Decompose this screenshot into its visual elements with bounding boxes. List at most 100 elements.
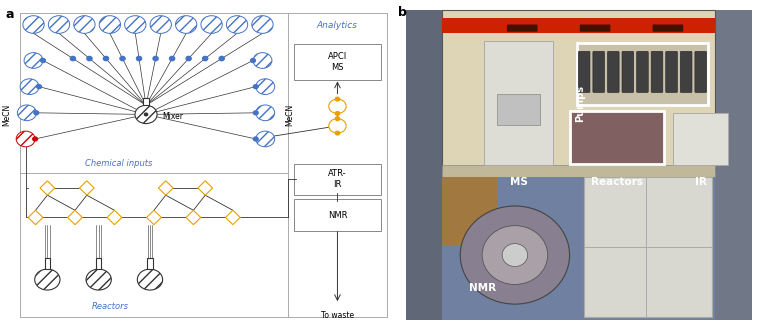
- Circle shape: [460, 206, 569, 304]
- Circle shape: [24, 53, 43, 68]
- FancyBboxPatch shape: [607, 51, 619, 93]
- Circle shape: [256, 79, 275, 95]
- Polygon shape: [45, 258, 50, 269]
- Circle shape: [201, 16, 222, 33]
- Circle shape: [252, 16, 273, 33]
- FancyBboxPatch shape: [637, 51, 648, 93]
- Circle shape: [74, 16, 95, 33]
- Circle shape: [186, 56, 191, 60]
- Polygon shape: [225, 210, 241, 225]
- Text: NMR: NMR: [328, 211, 347, 219]
- FancyBboxPatch shape: [405, 10, 442, 320]
- Text: Analytics: Analytics: [317, 21, 358, 30]
- FancyBboxPatch shape: [442, 10, 715, 170]
- Circle shape: [86, 269, 112, 290]
- Circle shape: [33, 137, 37, 141]
- Text: To waste: To waste: [321, 311, 354, 320]
- FancyBboxPatch shape: [695, 51, 707, 93]
- Polygon shape: [107, 210, 122, 225]
- FancyBboxPatch shape: [578, 51, 590, 93]
- Circle shape: [87, 56, 92, 60]
- Circle shape: [103, 56, 109, 60]
- Circle shape: [34, 111, 39, 115]
- FancyBboxPatch shape: [442, 18, 715, 33]
- Text: MeCN: MeCN: [2, 103, 11, 126]
- Circle shape: [254, 111, 258, 115]
- Circle shape: [41, 59, 46, 62]
- Circle shape: [256, 105, 275, 121]
- Polygon shape: [40, 181, 55, 195]
- Circle shape: [71, 56, 75, 60]
- Circle shape: [36, 85, 42, 89]
- Circle shape: [49, 16, 70, 33]
- Polygon shape: [80, 181, 94, 195]
- Text: Pumps: Pumps: [575, 84, 585, 122]
- Text: NMR: NMR: [468, 283, 496, 293]
- Text: IR: IR: [694, 177, 707, 187]
- Polygon shape: [28, 210, 43, 225]
- Polygon shape: [68, 210, 83, 225]
- Circle shape: [124, 16, 146, 33]
- Circle shape: [175, 16, 197, 33]
- FancyBboxPatch shape: [580, 25, 610, 32]
- FancyBboxPatch shape: [569, 111, 664, 164]
- FancyBboxPatch shape: [577, 43, 708, 105]
- Circle shape: [203, 56, 208, 60]
- Text: b: b: [398, 6, 407, 19]
- FancyBboxPatch shape: [288, 13, 387, 317]
- Circle shape: [219, 56, 224, 60]
- Circle shape: [144, 113, 147, 116]
- Circle shape: [253, 53, 272, 68]
- Circle shape: [137, 56, 142, 60]
- Polygon shape: [159, 181, 173, 195]
- Polygon shape: [186, 210, 201, 225]
- Polygon shape: [96, 258, 102, 269]
- Circle shape: [20, 79, 39, 95]
- FancyBboxPatch shape: [715, 10, 751, 320]
- Circle shape: [250, 59, 255, 62]
- Text: Reactors: Reactors: [92, 301, 129, 311]
- Circle shape: [16, 131, 35, 147]
- Circle shape: [335, 117, 339, 120]
- Circle shape: [17, 105, 36, 121]
- Circle shape: [137, 269, 162, 290]
- Circle shape: [256, 131, 275, 147]
- Circle shape: [35, 269, 60, 290]
- Text: MeCN: MeCN: [285, 103, 294, 126]
- Circle shape: [502, 244, 528, 267]
- FancyBboxPatch shape: [294, 44, 381, 80]
- FancyBboxPatch shape: [651, 51, 663, 93]
- FancyBboxPatch shape: [584, 177, 712, 317]
- Text: a: a: [6, 8, 14, 21]
- Circle shape: [135, 105, 157, 124]
- Circle shape: [329, 119, 346, 133]
- Text: Mixer: Mixer: [162, 112, 184, 121]
- FancyBboxPatch shape: [680, 51, 692, 93]
- Circle shape: [254, 137, 258, 141]
- Circle shape: [99, 16, 121, 33]
- FancyBboxPatch shape: [442, 165, 715, 177]
- Text: MS: MS: [509, 177, 528, 187]
- FancyBboxPatch shape: [294, 199, 381, 231]
- FancyBboxPatch shape: [294, 164, 381, 195]
- FancyBboxPatch shape: [405, 10, 751, 320]
- FancyBboxPatch shape: [442, 177, 496, 245]
- Polygon shape: [147, 258, 153, 269]
- Text: Chemical inputs: Chemical inputs: [85, 159, 152, 168]
- Circle shape: [23, 16, 44, 33]
- FancyBboxPatch shape: [653, 25, 683, 32]
- Circle shape: [482, 226, 548, 284]
- FancyBboxPatch shape: [507, 25, 537, 32]
- FancyBboxPatch shape: [442, 177, 715, 320]
- Circle shape: [150, 16, 172, 33]
- Text: Reactors: Reactors: [591, 177, 643, 187]
- Circle shape: [335, 97, 339, 101]
- FancyBboxPatch shape: [593, 51, 604, 93]
- Circle shape: [120, 56, 125, 60]
- Polygon shape: [198, 181, 213, 195]
- Circle shape: [335, 112, 339, 115]
- FancyBboxPatch shape: [484, 41, 553, 165]
- Polygon shape: [143, 98, 149, 105]
- Circle shape: [169, 56, 175, 60]
- Circle shape: [254, 85, 258, 89]
